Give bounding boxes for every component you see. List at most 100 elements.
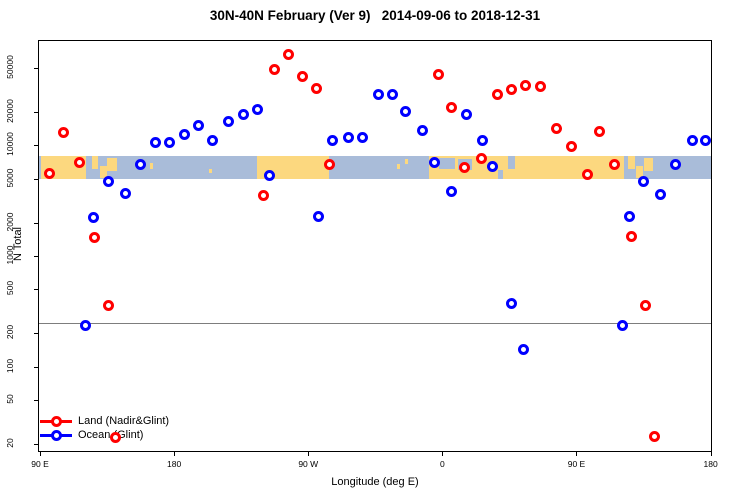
data-point-land (534, 81, 546, 93)
data-point-land (566, 141, 578, 153)
y-axis-tick-label: 200 (5, 325, 15, 340)
legend-marker (40, 415, 72, 427)
y-axis-tick (34, 255, 38, 257)
data-point-land (458, 162, 470, 174)
map-band-island (628, 155, 635, 169)
data-point-ocean (80, 319, 92, 331)
x-axis-tick-label: 180 (703, 459, 718, 469)
data-point-ocean (517, 343, 529, 355)
data-point-land (551, 122, 563, 134)
y-axis-tick (34, 222, 38, 224)
data-point-ocean (616, 319, 628, 331)
x-axis-tick (442, 452, 444, 456)
x-axis-tick-label: 180 (167, 459, 182, 469)
data-point-land (89, 231, 101, 243)
data-point-ocean (251, 104, 263, 116)
data-point-ocean (669, 158, 681, 170)
data-point-ocean (343, 131, 355, 143)
data-point-land (57, 127, 69, 139)
y-axis-tick-label: 50000 (5, 55, 15, 79)
data-point-land (648, 430, 660, 442)
map-band-sea (497, 169, 503, 180)
x-axis-tick (710, 452, 712, 456)
data-point-ocean (416, 124, 428, 136)
data-point-ocean (476, 135, 488, 147)
map-band-island (404, 159, 408, 164)
data-point-land (44, 167, 56, 179)
data-point-land (323, 159, 335, 171)
data-point-land (519, 79, 531, 91)
reference-line (39, 323, 711, 325)
data-point-ocean (487, 161, 499, 173)
y-axis-tick (34, 399, 38, 401)
map-band-island (397, 163, 401, 169)
data-point-ocean (149, 136, 161, 148)
x-axis-tick-label: 0 (439, 459, 445, 469)
data-point-ocean (700, 135, 712, 147)
x-axis-tick-label: 90 E (31, 459, 49, 469)
x-axis-tick-label: 90 W (298, 459, 319, 469)
x-axis-tick (308, 452, 310, 456)
map-band-island (636, 166, 644, 178)
data-point-land (282, 49, 294, 61)
data-point-land (432, 68, 444, 80)
data-point-ocean (326, 134, 338, 146)
data-point-land (475, 153, 487, 165)
y-axis-tick-label: 20000 (5, 99, 15, 123)
data-point-ocean (88, 212, 100, 224)
data-point-land (491, 88, 503, 100)
legend: Land (Nadir&Glint) Ocean (Glint) (40, 414, 169, 442)
data-point-ocean (206, 135, 218, 147)
data-point-land (311, 83, 323, 95)
data-point-ocean (135, 158, 147, 170)
map-band-sea (508, 155, 515, 169)
data-point-land (594, 126, 606, 138)
x-axis-title: Longitude (deg E) (331, 476, 419, 488)
data-point-ocean (655, 188, 667, 200)
y-axis-tick (34, 68, 38, 69)
map-band-island (107, 158, 117, 171)
y-axis-tick (34, 289, 38, 291)
legend-label: Land (Nadir&Glint) (78, 415, 170, 427)
data-point-ocean (399, 105, 411, 117)
map-band-island (643, 158, 654, 171)
data-point-ocean (119, 187, 131, 199)
data-point-land (297, 70, 309, 82)
data-point-land (639, 300, 651, 312)
data-point-ocean (638, 176, 650, 188)
data-point-land (110, 431, 121, 443)
map-band-island (209, 168, 213, 174)
chart-title: 30N-40N February (Ver 9) 2014-09-06 to 2… (209, 8, 541, 23)
data-point-land (506, 84, 518, 96)
map-band-land (257, 155, 329, 180)
x-axis-tick (174, 452, 176, 456)
data-point-ocean (238, 109, 250, 121)
data-point-ocean (428, 156, 440, 168)
y-axis-tick (34, 112, 38, 113)
data-point-land (73, 157, 85, 169)
data-point-ocean (446, 185, 458, 197)
x-axis-tick (40, 452, 41, 456)
data-point-ocean (387, 88, 399, 100)
data-point-land (609, 158, 621, 170)
map-band-island (149, 162, 153, 169)
y-axis-tick-label: 2000 (5, 212, 15, 232)
legend-item: Land (Nadir&Glint) (40, 414, 169, 428)
map-band-sea (438, 157, 456, 170)
data-point-land (103, 300, 115, 312)
y-axis-tick (34, 145, 38, 147)
data-point-ocean (102, 176, 114, 188)
data-point-land (258, 190, 270, 202)
y-axis-tick-label: 20 (5, 438, 15, 448)
legend-marker (40, 429, 72, 441)
x-axis-tick-label: 90 E (567, 459, 586, 469)
y-axis-tick (34, 333, 38, 335)
data-point-ocean (164, 136, 176, 148)
data-point-ocean (179, 128, 191, 140)
data-point-ocean (222, 115, 234, 127)
legend-item: Ocean (Glint) (40, 428, 169, 442)
data-point-land (446, 102, 458, 114)
data-point-ocean (264, 170, 276, 182)
map-band-island (91, 155, 99, 169)
